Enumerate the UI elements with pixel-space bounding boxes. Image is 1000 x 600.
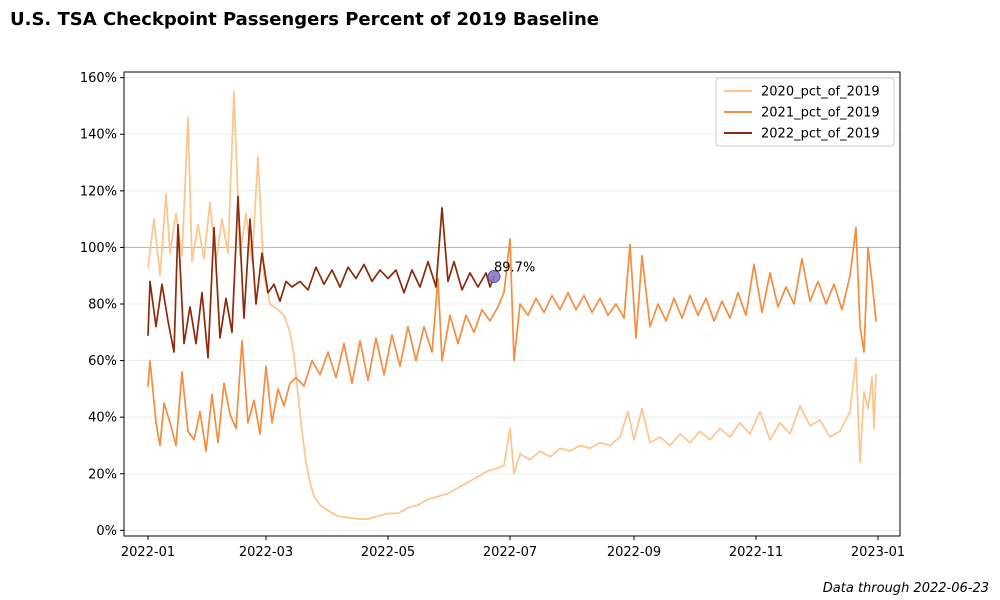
x-tick-label: 2022-01 <box>121 545 175 560</box>
legend-label: 2022_pct_of_2019 <box>761 127 880 142</box>
latest-value-marker <box>487 270 501 284</box>
legend-label: 2020_pct_of_2019 <box>761 85 880 100</box>
chart-title: U.S. TSA Checkpoint Passengers Percent o… <box>10 9 600 30</box>
y-tick-label: 80% <box>88 298 117 313</box>
y-tick-label: 100% <box>80 241 117 256</box>
legend-label: 2021_pct_of_2019 <box>761 106 880 121</box>
series-lines <box>147 90 877 520</box>
series-line-3 <box>147 195 495 359</box>
x-tick-label: 2022-09 <box>607 545 661 560</box>
x-tick-label: 2022-03 <box>239 545 293 560</box>
legend: 2020_pct_of_2019 2021_pct_of_2019 2022_pct… <box>715 77 895 147</box>
x-tick-label: 2023-01 <box>851 545 905 560</box>
x-tick-label: 2022-05 <box>361 545 415 560</box>
y-tick-label: 120% <box>80 184 117 199</box>
y-tick-label: 60% <box>88 354 117 369</box>
y-tick-label: 40% <box>88 411 117 426</box>
legend-box <box>715 77 895 147</box>
y-axis: 0% 20% 40% 60% 80% 100% 120% 140% 160% <box>80 71 124 539</box>
x-tick-label: 2022-11 <box>729 545 783 560</box>
y-tick-label: 160% <box>80 71 117 86</box>
annotation: 89.7% <box>487 261 535 284</box>
y-tick-label: 20% <box>88 467 117 482</box>
x-axis: 2022-01 2022-03 2022-05 2022-07 2022-09 2022-… <box>121 536 905 560</box>
x-tick-label: 2022-07 <box>483 545 537 560</box>
y-tick-label: 140% <box>80 128 117 143</box>
latest-value-label: 89.7% <box>494 261 535 276</box>
data-through-note: Data through 2022-06-23 <box>822 581 989 596</box>
series-line-2 <box>147 226 877 452</box>
y-tick-label: 0% <box>96 524 117 539</box>
